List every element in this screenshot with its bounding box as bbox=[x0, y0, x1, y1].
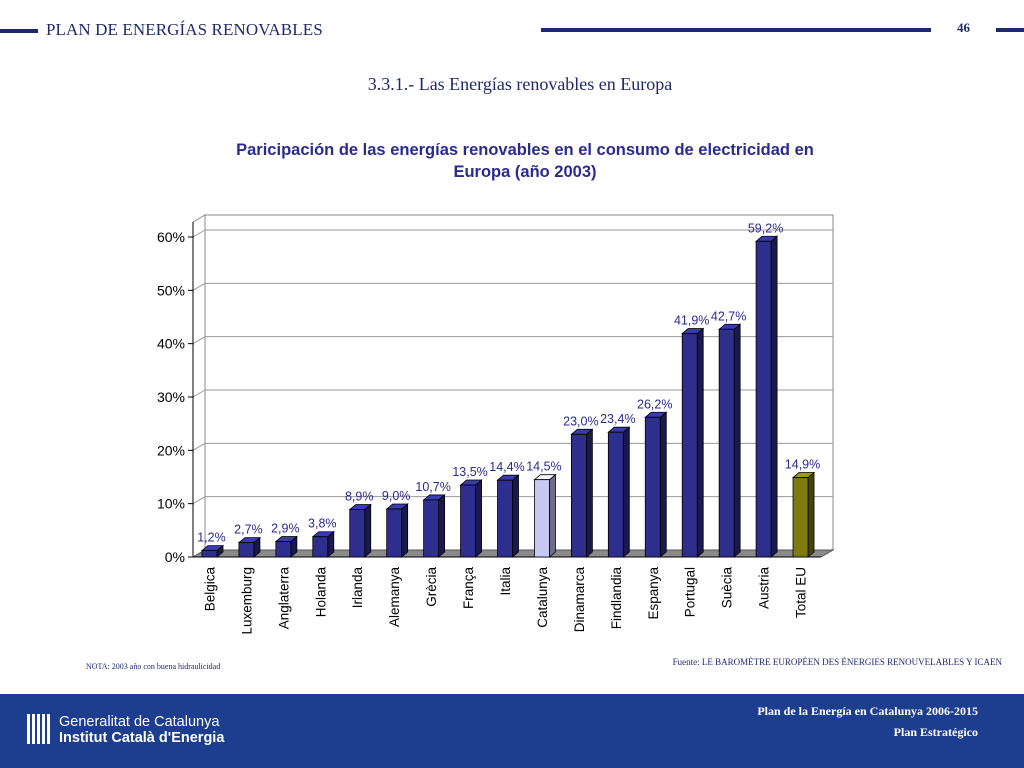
value-label: 42,7% bbox=[711, 309, 746, 323]
category-label: Findlandia bbox=[609, 567, 624, 630]
bar-portugal bbox=[681, 333, 698, 558]
bar-italia bbox=[497, 479, 513, 558]
value-label: 14,4% bbox=[489, 460, 524, 474]
org-name: Generalitat de Catalunya bbox=[59, 714, 220, 730]
bar-side-dinamarca bbox=[585, 428, 593, 558]
value-label: 3,8% bbox=[308, 517, 337, 531]
bar-side-alemanya bbox=[401, 503, 409, 558]
bar-side-irlanda bbox=[364, 503, 372, 558]
category-label: Grècia bbox=[424, 567, 439, 607]
y-tick-label: 20% bbox=[157, 442, 185, 458]
gridline-side bbox=[192, 389, 206, 398]
gridline-side bbox=[192, 442, 206, 451]
value-label: 23,4% bbox=[600, 412, 635, 426]
y-tick-label: 40% bbox=[157, 336, 185, 352]
category-label: Italia bbox=[498, 567, 513, 596]
category-label: Alemanya bbox=[387, 567, 402, 628]
category-label: Holanda bbox=[313, 567, 328, 618]
value-label: 26,2% bbox=[637, 397, 672, 411]
category-label: Dinamarca bbox=[572, 567, 587, 633]
category-label: Suècia bbox=[720, 567, 735, 609]
value-label: 9,0% bbox=[382, 489, 411, 503]
gridline-side bbox=[192, 496, 206, 505]
bar-side-suècia bbox=[733, 323, 741, 558]
page-number: 46 bbox=[957, 20, 970, 35]
value-label: 23,0% bbox=[563, 414, 598, 428]
bar-frança bbox=[460, 484, 476, 558]
bar-side-austria bbox=[770, 235, 778, 558]
plan-title: Plan de la Energía en Catalunya 2006-201… bbox=[757, 704, 978, 718]
value-label: 59,2% bbox=[748, 221, 783, 235]
bar-total eu bbox=[792, 477, 809, 558]
gridline-side bbox=[192, 229, 206, 238]
bar-side-grècia bbox=[438, 494, 446, 558]
category-label: Austria bbox=[757, 567, 772, 610]
gridline-side bbox=[192, 336, 206, 345]
value-label: 13,5% bbox=[452, 465, 487, 479]
bar-side-total eu bbox=[807, 471, 815, 558]
bar-espanya bbox=[644, 416, 661, 558]
bar-holanda bbox=[312, 536, 329, 558]
bar-alemanya bbox=[386, 508, 403, 558]
section-title: 3.3.1.- Las Energías renovables en Europ… bbox=[367, 74, 673, 94]
bar-side-frança bbox=[475, 479, 482, 558]
bar-side-espanya bbox=[659, 411, 667, 558]
chart-side-wall bbox=[192, 214, 206, 558]
bar-belgica bbox=[201, 550, 218, 558]
header-rule-right bbox=[996, 28, 1024, 32]
category-label: Espanya bbox=[646, 567, 661, 620]
y-tick-label: 0% bbox=[165, 549, 185, 565]
chart-title-line-2: Europa (año 2003) bbox=[453, 163, 597, 181]
footer: Generalitat de Catalunya Institut Català… bbox=[0, 694, 1024, 768]
chart-note: NOTA: 2003 año con buena hidraulicidad bbox=[86, 662, 221, 671]
bar-luxemburg bbox=[238, 542, 255, 558]
plan-subtitle: Plan Estratégico bbox=[893, 725, 978, 739]
category-label: Catalunya bbox=[535, 567, 550, 628]
y-tick-label: 50% bbox=[157, 282, 185, 298]
org-subname: Institut Català d'Energia bbox=[59, 730, 225, 746]
bar-side-catalunya bbox=[549, 473, 556, 558]
bar-side-portugal bbox=[696, 327, 704, 558]
y-tick-label: 60% bbox=[157, 229, 185, 245]
header-title: PLAN DE ENERGÍAS RENOVABLES bbox=[46, 20, 323, 39]
bar-side-findlandia bbox=[622, 426, 630, 558]
bar-catalunya bbox=[534, 479, 550, 558]
generalitat-logo bbox=[27, 714, 51, 744]
category-label: Anglaterra bbox=[276, 567, 291, 630]
value-label: 41,9% bbox=[674, 314, 709, 328]
category-label: Luxemburg bbox=[239, 567, 254, 635]
value-label: 8,9% bbox=[345, 490, 374, 504]
header-rule-middle bbox=[541, 28, 931, 32]
value-label: 14,5% bbox=[526, 460, 561, 474]
value-label: 2,7% bbox=[234, 523, 263, 537]
bar-austria bbox=[755, 240, 772, 558]
gridline-side bbox=[192, 282, 206, 291]
header-rule-left bbox=[0, 29, 38, 33]
chart-source: Fuente: LE BAROMÈTRE EUROPÉEN DES ÉNERGI… bbox=[672, 657, 1002, 667]
value-label: 2,9% bbox=[271, 522, 300, 536]
value-label: 10,7% bbox=[415, 480, 450, 494]
value-label: 14,9% bbox=[785, 458, 820, 472]
category-label: Total EU bbox=[794, 567, 809, 618]
chart-title-line-1: Paricipación de las energías renovables … bbox=[236, 141, 814, 159]
category-label: Belgica bbox=[202, 567, 217, 612]
bar-anglaterra bbox=[275, 541, 292, 558]
bar-dinamarca bbox=[570, 433, 587, 558]
category-label: França bbox=[461, 567, 476, 610]
chart-title: Paricipación de las energías renovables … bbox=[190, 139, 860, 183]
value-label: 1,2% bbox=[197, 531, 226, 545]
bar-findlandia bbox=[607, 431, 624, 558]
bar-chart: 0% 10% 20% 30% 40% 50% 60% 1,2% Belgica 2,7% Luxem… bbox=[157, 214, 835, 635]
bar-grècia bbox=[423, 499, 440, 558]
bar-irlanda bbox=[349, 509, 366, 558]
y-tick-label: 10% bbox=[157, 496, 185, 512]
category-label: Portugal bbox=[683, 567, 698, 617]
category-label: Irlanda bbox=[350, 567, 365, 609]
y-tick-label: 30% bbox=[157, 389, 185, 405]
bar-suècia bbox=[718, 328, 735, 558]
bar-side-italia bbox=[512, 474, 519, 558]
